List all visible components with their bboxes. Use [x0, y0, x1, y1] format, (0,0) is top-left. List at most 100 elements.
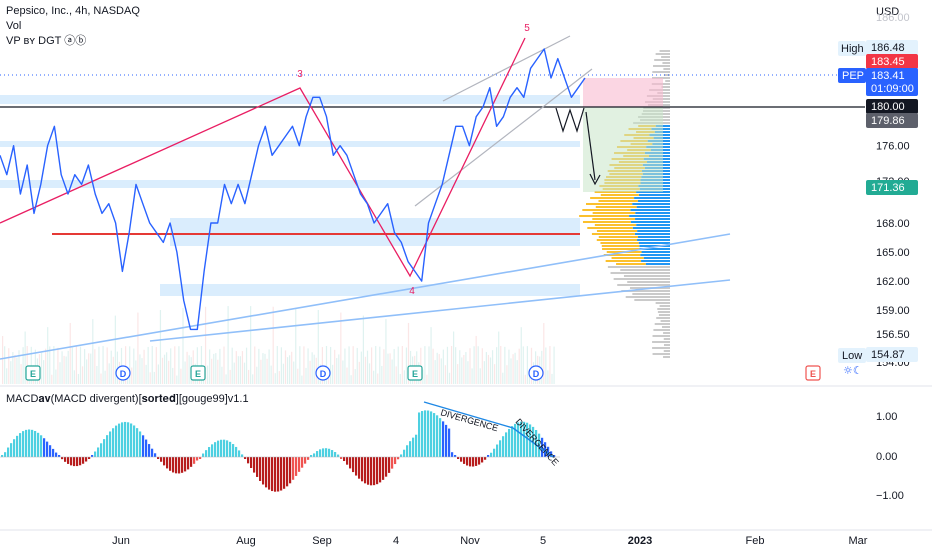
macd-bar — [139, 431, 142, 457]
macd-bar — [553, 455, 556, 457]
target-tag-bg — [866, 180, 918, 195]
macd-bar — [319, 449, 322, 457]
volume-bar — [274, 373, 276, 384]
vp-bar-up — [638, 242, 670, 244]
volume-bar — [233, 362, 235, 384]
volume-bar — [350, 375, 352, 384]
macd-bar — [409, 441, 412, 457]
vp-bar-down — [602, 248, 640, 250]
event-marker-label: D — [533, 369, 540, 379]
volume-bar — [161, 357, 164, 384]
vp-bar-up — [643, 257, 670, 259]
event-marker-label: E — [30, 369, 36, 379]
macd-bar — [49, 445, 52, 457]
macd-bar — [487, 455, 490, 457]
volume-bar — [549, 346, 551, 384]
volume-bar — [176, 375, 178, 384]
vp-bar-up — [634, 233, 670, 235]
macd-bar — [334, 452, 337, 457]
dividend-marker — [115, 365, 131, 381]
vp-bar-down — [596, 230, 638, 232]
channel-top — [442, 35, 571, 102]
volume-bar — [166, 352, 168, 384]
volume-bar — [436, 352, 438, 384]
volume-bar — [545, 347, 547, 384]
volume-bar — [489, 357, 492, 384]
vp-bar-neutral — [660, 320, 670, 322]
macd-bar — [286, 457, 289, 487]
volume-bar — [405, 347, 408, 384]
macd-bar — [202, 453, 205, 457]
macd-bar — [460, 457, 463, 462]
vp-bar-up — [641, 251, 670, 253]
volume-bar — [260, 359, 262, 384]
vp-bar-neutral — [653, 65, 670, 67]
vp-bar-neutral — [655, 53, 670, 55]
volume-bar — [243, 362, 246, 384]
volume-bar — [235, 351, 237, 384]
volume-bar — [364, 356, 367, 384]
vp-bar-neutral — [654, 59, 670, 61]
macd-bar — [262, 457, 265, 485]
macd-bar — [388, 457, 391, 473]
volume-bar — [266, 358, 268, 384]
vp-bar-neutral — [658, 314, 670, 316]
vp-bar-neutral — [657, 311, 670, 313]
volume-bar — [430, 327, 432, 384]
volume-bar — [375, 346, 377, 384]
volume-bar — [494, 364, 496, 384]
projection-arrow-line — [585, 111, 596, 181]
volume-bar — [366, 350, 369, 384]
x-tick-label: Feb — [746, 535, 765, 547]
volume-bar — [250, 306, 252, 384]
volume-profile-legend: VP ʙʏ DGT ⓐⓑ — [6, 35, 87, 47]
volume-bar — [114, 315, 116, 384]
macd-bar — [424, 410, 427, 457]
volume-bar — [98, 346, 100, 384]
macd-bar — [295, 457, 298, 476]
macd-bar — [70, 457, 73, 466]
volume-bar — [397, 346, 399, 384]
volume-bar — [379, 346, 381, 384]
macd-bar — [106, 435, 109, 457]
volume-bar — [188, 355, 190, 384]
volume-bar — [24, 331, 26, 384]
stop-zone — [583, 78, 663, 107]
high-value-bg — [866, 40, 918, 55]
volume-bar — [334, 349, 336, 384]
macd-bar — [76, 457, 79, 467]
trend-lines — [0, 35, 865, 360]
volume-bar — [248, 369, 250, 384]
macd-bar — [343, 457, 346, 462]
volume-bar — [108, 363, 110, 384]
last-price: 183.41 — [871, 70, 905, 82]
macd-bar — [430, 411, 433, 457]
macd-bar — [196, 457, 199, 461]
x-tick-label: 2023 — [628, 535, 652, 547]
vp-bar-up — [635, 218, 670, 220]
vp-bar-down — [582, 209, 631, 211]
macd-bar — [31, 429, 34, 457]
macd-bar — [148, 444, 151, 457]
vp-bar-neutral — [652, 71, 670, 73]
volume-bar — [252, 374, 254, 384]
vp-bar-up — [632, 203, 670, 205]
volume-bar — [254, 346, 256, 384]
macd-bar — [358, 457, 361, 479]
volume-bar — [51, 374, 53, 384]
volume-bar — [84, 349, 86, 384]
vp-bar-neutral — [620, 269, 670, 271]
vp-bar-down — [595, 206, 637, 208]
macd-bar — [178, 457, 181, 474]
volume-bar — [481, 348, 483, 384]
macd-bar — [505, 432, 508, 457]
volume-bar — [336, 358, 338, 384]
macd-bar — [508, 428, 511, 457]
macd-bar — [160, 457, 163, 462]
volume-bar — [389, 353, 391, 384]
vp-bar-neutral — [661, 326, 670, 328]
price-line — [0, 48, 586, 331]
volume-bar — [110, 350, 112, 384]
macd-bar — [124, 421, 127, 457]
